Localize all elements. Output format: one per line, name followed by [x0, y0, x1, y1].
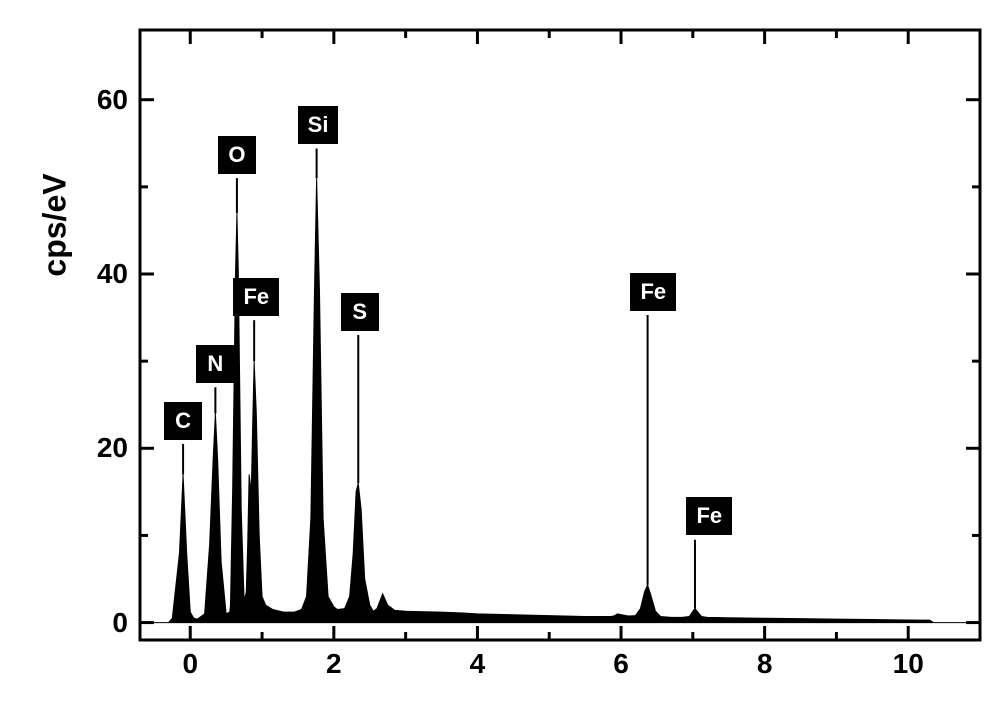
x-tick-label: 0 — [182, 648, 198, 680]
y-tick-label: 0 — [112, 607, 128, 639]
peak-label: Fe — [630, 273, 676, 311]
peak-label: S — [341, 293, 379, 331]
peak-label: N — [196, 345, 234, 383]
x-tick-label: 4 — [470, 648, 486, 680]
peak-label: Fe — [686, 497, 732, 535]
y-tick-label: 40 — [97, 258, 128, 290]
x-tick-label: 2 — [326, 648, 342, 680]
y-tick-label: 60 — [97, 84, 128, 116]
peak-label: Fe — [233, 278, 279, 316]
x-tick-label: 6 — [613, 648, 629, 680]
y-axis-title: cps/eV — [37, 173, 74, 276]
y-tick-label: 20 — [97, 432, 128, 464]
x-tick-label: 10 — [893, 648, 924, 680]
x-tick-label: 8 — [757, 648, 773, 680]
peak-label: C — [164, 402, 202, 440]
peak-label: O — [218, 136, 256, 174]
peak-label: Si — [298, 106, 338, 144]
